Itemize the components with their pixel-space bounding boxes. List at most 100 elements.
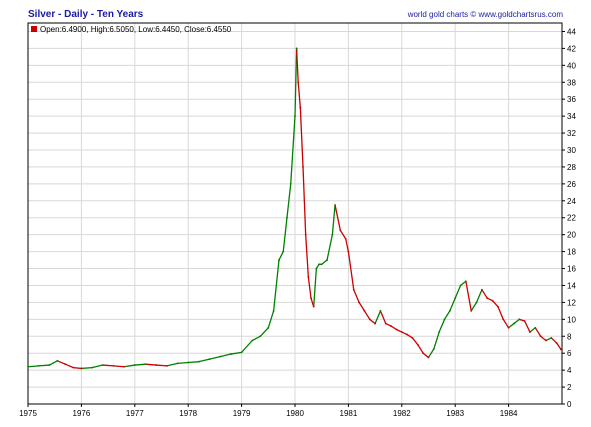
price-segment xyxy=(550,337,558,344)
price-segment xyxy=(326,234,334,261)
price-point xyxy=(91,366,93,369)
price-point xyxy=(491,299,494,302)
price-point xyxy=(374,322,376,325)
price-segment xyxy=(144,363,157,366)
price-point xyxy=(347,250,350,253)
y-tick-label: 8 xyxy=(567,332,572,341)
price-point xyxy=(37,365,40,367)
price-point xyxy=(27,365,29,368)
price-segment xyxy=(395,328,403,333)
price-point xyxy=(518,318,521,321)
price-segment xyxy=(443,310,451,320)
price-segment xyxy=(358,301,366,312)
price-point xyxy=(187,361,190,364)
price-point xyxy=(481,288,483,291)
x-axis: 1975 1976 1977 1978 1979 1980 1981 1982 1983 1984 xyxy=(19,404,518,418)
price-segment xyxy=(465,280,472,312)
price-point xyxy=(315,267,318,270)
price-segment xyxy=(305,234,310,278)
price-segment xyxy=(299,107,304,168)
price-segment xyxy=(438,318,446,333)
price-segment xyxy=(48,360,59,366)
price-point xyxy=(123,365,126,368)
y-tick-label: 22 xyxy=(567,214,576,223)
source-link[interactable]: world gold charts © www.goldchartsrus.co… xyxy=(407,10,563,19)
y-tick-label: 40 xyxy=(567,61,576,70)
y-tick-label: 16 xyxy=(567,265,576,274)
x-tick-label: 1976 xyxy=(73,409,91,418)
price-segment xyxy=(427,348,435,359)
price-point xyxy=(304,233,307,236)
price-point xyxy=(539,335,542,338)
price-segment xyxy=(345,238,350,253)
price-segment xyxy=(417,344,424,354)
price-point xyxy=(438,331,441,333)
price-segment xyxy=(422,352,430,359)
price-point xyxy=(454,297,457,300)
price-segment xyxy=(331,204,336,236)
price-point xyxy=(295,47,298,50)
y-tick-label: 10 xyxy=(567,315,576,324)
y-tick-label: 0 xyxy=(567,400,572,409)
price-point xyxy=(259,335,262,338)
price-segment xyxy=(64,363,75,369)
price-point xyxy=(443,318,446,321)
ohlc-legend: Open:6.4900, High:6.5050, Low:6.4450, Cl… xyxy=(31,25,232,34)
price-segment xyxy=(529,327,536,333)
y-tick-label: 34 xyxy=(567,112,576,121)
price-point xyxy=(299,106,302,109)
price-point xyxy=(278,259,280,261)
x-tick-label: 1984 xyxy=(500,409,518,418)
price-segment xyxy=(155,364,168,367)
price-point xyxy=(459,284,462,287)
y-tick-label: 42 xyxy=(567,44,576,53)
x-tick-label: 1981 xyxy=(340,409,358,418)
price-point xyxy=(334,204,336,206)
price-point xyxy=(344,238,347,240)
price-point xyxy=(56,359,59,362)
y-tick-label: 14 xyxy=(567,281,576,290)
x-tick-label: 1983 xyxy=(446,409,464,418)
price-point xyxy=(307,276,310,278)
price-segment xyxy=(294,47,298,117)
price-point xyxy=(513,322,515,325)
price-segment xyxy=(334,204,342,232)
price-point xyxy=(80,367,83,370)
price-segment xyxy=(290,115,296,185)
price-point xyxy=(331,233,334,236)
price-point xyxy=(144,363,147,366)
price-point xyxy=(486,297,489,300)
price-point xyxy=(363,309,366,312)
price-point xyxy=(545,339,547,342)
price-segment xyxy=(267,310,275,329)
price-point xyxy=(523,320,526,322)
price-segment xyxy=(187,361,200,364)
price-point xyxy=(251,339,254,342)
price-segment xyxy=(523,320,531,333)
price-point xyxy=(507,326,510,329)
price-point xyxy=(112,365,115,367)
price-segment xyxy=(374,310,382,325)
price-segment xyxy=(454,284,462,299)
price-point xyxy=(464,280,467,283)
price-segment xyxy=(518,318,526,322)
price-segment xyxy=(321,259,328,265)
price-point xyxy=(560,348,562,351)
price-point xyxy=(416,343,419,346)
price-segment xyxy=(401,331,408,336)
y-tick-label: 20 xyxy=(567,231,576,240)
price-point xyxy=(320,263,323,266)
price-segment xyxy=(513,318,520,325)
y-axis: 0246810121416182022242628303234363840424… xyxy=(562,27,576,409)
price-point xyxy=(272,309,275,312)
price-segment xyxy=(369,318,376,325)
price-segment xyxy=(219,353,232,358)
price-segment xyxy=(240,339,253,354)
price-point xyxy=(294,115,296,118)
price-point xyxy=(64,363,67,366)
chart-title: Silver - Daily - Ten Years xyxy=(28,9,144,20)
price-point xyxy=(339,229,342,232)
price-segment xyxy=(80,366,93,370)
y-tick-label: 44 xyxy=(567,27,576,36)
price-point xyxy=(390,325,393,328)
